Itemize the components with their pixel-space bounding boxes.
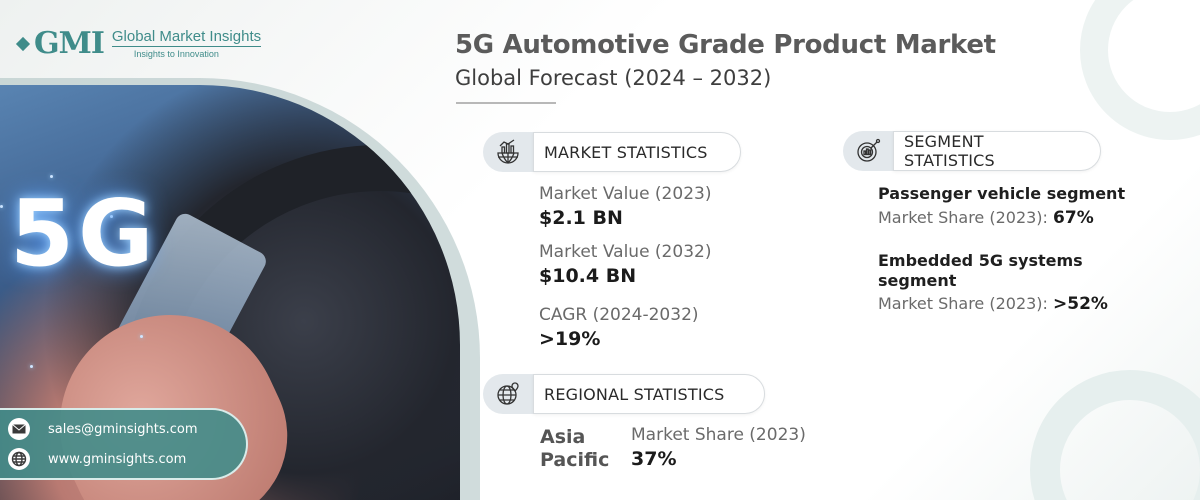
logo-diamond-icon [15, 36, 31, 51]
segment-share-label: Market Share (2023): [878, 294, 1048, 313]
hero-5g-text: 5G [10, 180, 158, 287]
decorative-ring-top [1080, 0, 1200, 140]
brand-name: Global Market Insights [111, 28, 262, 47]
regional-statistics-header: REGIONAL STATISTICS [483, 374, 765, 414]
globe-chart-icon [497, 139, 519, 164]
region-share-value: 37% [631, 448, 677, 470]
contact-website[interactable]: www.gminsights.com [8, 448, 186, 470]
brand-tagline: Insights to Innovation [133, 49, 219, 59]
contact-website-text[interactable]: www.gminsights.com [48, 451, 187, 467]
region-name: Asia Pacific [540, 426, 609, 472]
target-chart-icon [857, 138, 881, 162]
contact-email[interactable]: sales@gminsights.com [8, 418, 198, 440]
network-dot [140, 335, 143, 338]
network-dot [0, 205, 3, 208]
network-dot [50, 175, 53, 178]
segment-title-line1: Embedded 5G systems [878, 251, 1083, 270]
contact-panel: sales@gminsights.com www.gminsights.com [0, 408, 248, 480]
region-name-line2: Pacific [540, 449, 610, 471]
segment-title: Embedded 5G systems segment [878, 251, 1083, 291]
segment-title: Passenger vehicle segment [878, 184, 1126, 203]
stat-value: $10.4 BN [539, 265, 637, 287]
stat-value: >19% [539, 328, 601, 350]
stat-label: Market Value (2032) [539, 242, 712, 262]
title-divider [456, 102, 556, 104]
stat-label: Market Value (2023) [539, 184, 712, 204]
segment-share-value: >52% [1053, 294, 1108, 314]
segment-share: Market Share (2023): >52% [878, 294, 1108, 314]
segment-share-label: Market Share (2023): [878, 208, 1048, 227]
network-dot [110, 215, 113, 218]
segment-statistics-header: SEGMENT STATISTICS [843, 131, 1101, 171]
market-statistics-title: MARKET STATISTICS [544, 142, 708, 162]
stat-value: $2.1 BN [539, 207, 623, 229]
region-name-line1: Asia [540, 426, 586, 448]
globe-icon [8, 448, 30, 470]
brand-logo[interactable]: GMI Global Market Insights Insights to I… [15, 26, 262, 61]
decorative-ring-bottom [1030, 370, 1200, 500]
envelope-icon [8, 418, 30, 440]
segment-title-line2: segment [878, 271, 957, 290]
segment-statistics-title: SEGMENT STATISTICS [904, 132, 995, 170]
stat-label: CAGR (2024-2032) [539, 305, 699, 325]
regional-statistics-title: REGIONAL STATISTICS [544, 384, 725, 404]
segment-share: Market Share (2023): 67% [878, 208, 1094, 228]
page-subtitle: Global Forecast (2024 – 2032) [455, 66, 772, 90]
logo-mark: GMI [34, 26, 105, 61]
market-statistics-header: MARKET STATISTICS [483, 132, 741, 172]
region-share-label: Market Share (2023) [631, 425, 806, 445]
page-title: 5G Automotive Grade Product Market [455, 30, 996, 60]
segment-share-value: 67% [1053, 208, 1094, 228]
contact-email-text[interactable]: sales@gminsights.com [48, 421, 198, 437]
globe-pin-icon [497, 382, 519, 405]
network-dot [30, 365, 33, 368]
